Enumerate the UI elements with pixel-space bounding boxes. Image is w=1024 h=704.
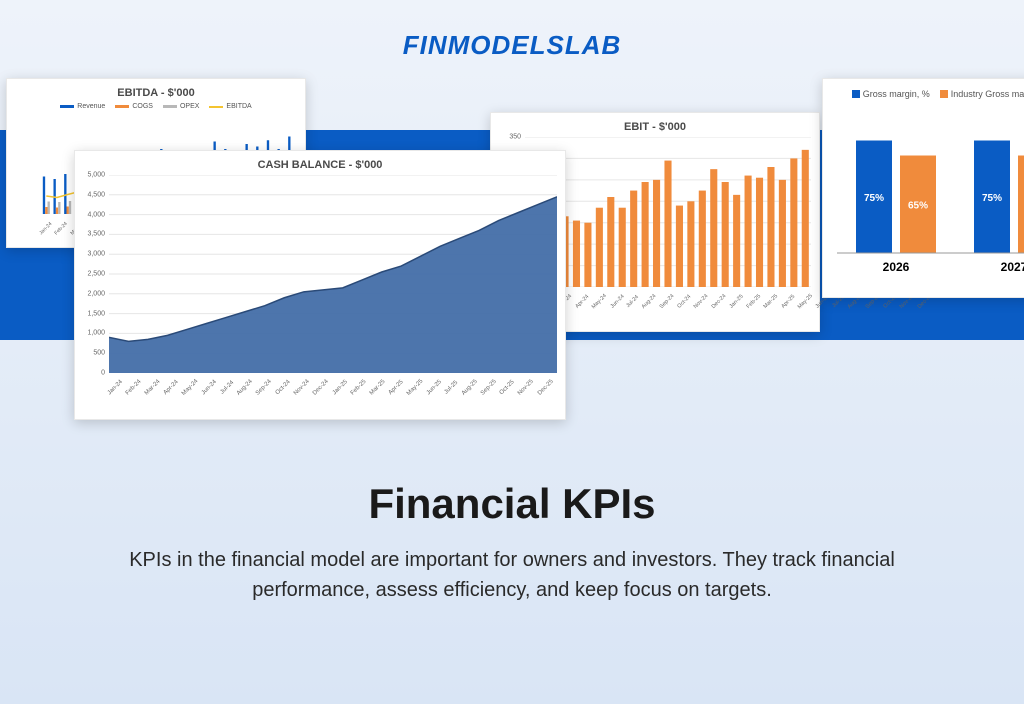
brand-logo: FINMODELSLAB xyxy=(0,0,1024,79)
legend-item: Gross margin, % xyxy=(852,89,930,99)
cash-balance-chart-card: CASH BALANCE - $'000 05001,0001,5002,000… xyxy=(74,150,566,420)
legend-item: Industry Gross margin, % xyxy=(940,89,1024,99)
svg-text:2027: 2027 xyxy=(1001,260,1024,274)
svg-text:75%: 75% xyxy=(982,193,1002,204)
cash-plot: 05001,0001,5002,0002,5003,0003,5004,0004… xyxy=(109,175,555,373)
legend-item: COGS xyxy=(115,103,153,110)
margin-plot: 75%65%202675%65%2027 xyxy=(837,103,1024,253)
legend-item: EBITDA xyxy=(209,103,251,110)
page-heading: Financial KPIs xyxy=(0,480,1024,528)
margin-legend: Gross margin, % Industry Gross margin, % xyxy=(823,79,1024,103)
svg-text:75%: 75% xyxy=(864,193,884,204)
ebitda-title: EBITDA - $'000 xyxy=(7,79,305,103)
svg-text:65%: 65% xyxy=(908,200,928,211)
margin-chart-card: Gross margin, %Industry Gross margin, % … xyxy=(822,78,1024,298)
page-subtext: KPIs in the financial model are importan… xyxy=(120,545,904,605)
ebit-xaxis: Jan-24Feb-24Mar-24Apr-24May-24Jun-24Jul-… xyxy=(525,293,809,299)
ebit-title: EBIT - $'000 xyxy=(491,113,819,137)
legend-item: Revenue xyxy=(60,103,105,110)
cash-title: CASH BALANCE - $'000 xyxy=(75,151,565,175)
svg-text:2026: 2026 xyxy=(883,260,910,274)
ebitda-legend: Revenue COGS OPEX EBITDA xyxy=(7,103,305,114)
legend-item: OPEX xyxy=(163,103,199,110)
cash-xaxis: Jan-24Feb-24Mar-24Apr-24May-24Jun-24Jul-… xyxy=(109,379,555,385)
ebit-plot: 050100150200250300350 xyxy=(525,137,809,287)
